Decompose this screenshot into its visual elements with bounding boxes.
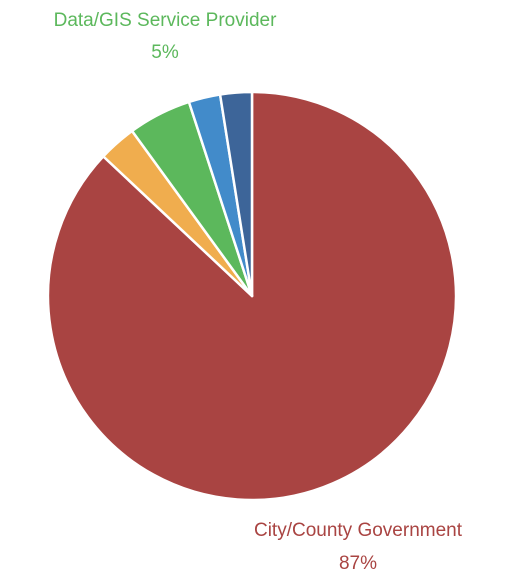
slice-label-name: Data/GIS Service Provider (54, 10, 277, 31)
slice-label-value: 87% (339, 553, 377, 572)
slice-label-city-county-government: City/County Government 87% (254, 520, 463, 572)
pie-slice-4 (218, 90, 254, 298)
slice-label-name: City/County Government (254, 520, 463, 541)
slice-label-data-gis-service-provider: Data/GIS Service Provider 5% (54, 10, 277, 63)
slice-label-value: 5% (151, 42, 179, 63)
pie-slices (46, 90, 458, 502)
